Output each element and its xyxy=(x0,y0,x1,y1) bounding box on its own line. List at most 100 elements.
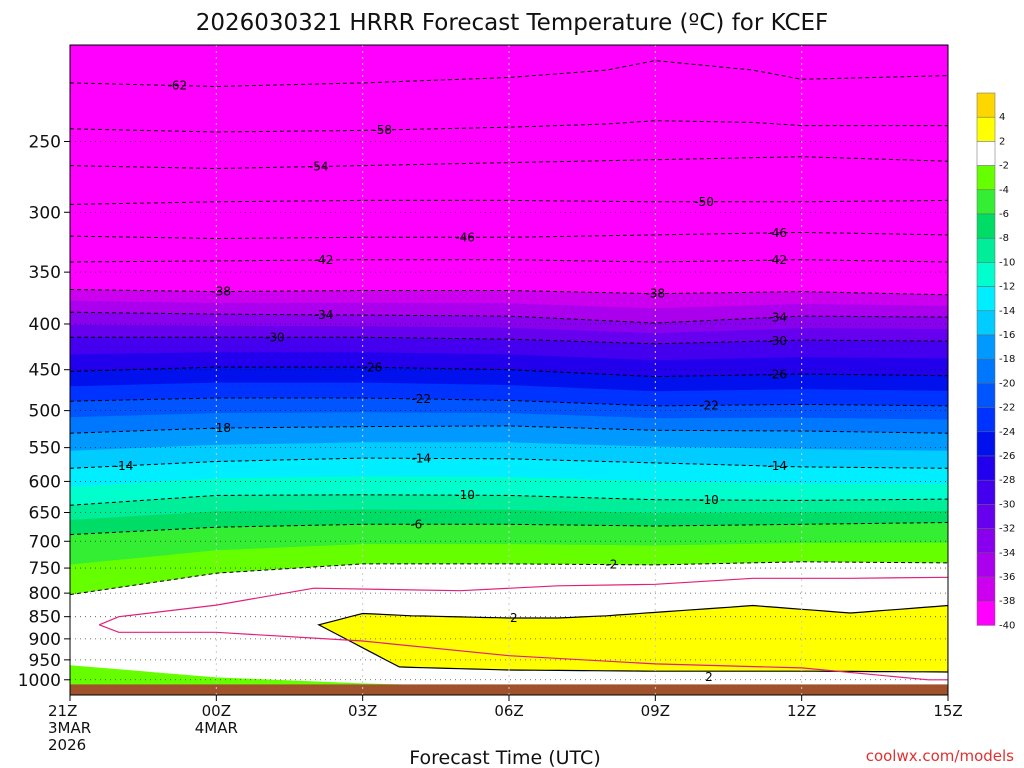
contour-label: -26 xyxy=(363,360,383,374)
colorbar-swatch xyxy=(976,92,996,118)
colorbar-swatch xyxy=(976,286,996,312)
ground-fill xyxy=(70,684,948,695)
colorbar-label: -32 xyxy=(999,524,1015,535)
contour-label: -46 xyxy=(455,230,475,244)
x-tick-label: 4MAR xyxy=(195,719,238,737)
isotherm-line xyxy=(70,336,948,345)
colorbar-swatch xyxy=(976,165,996,191)
y-tick-label: 250 xyxy=(29,132,61,152)
contour-label: -18 xyxy=(211,421,231,435)
colorbar-swatch xyxy=(976,213,996,239)
contour-label: -22 xyxy=(699,398,719,412)
y-tick-label: 600 xyxy=(29,472,61,492)
isotherm-line xyxy=(70,120,948,133)
colorbar-swatch xyxy=(976,310,996,336)
y-axis: 2503003504004505005506006507007508008509… xyxy=(18,132,70,691)
grid xyxy=(70,45,948,695)
isotherm-labels: -62-58-54-50-46 -46-42 -42-38 -38-34 -34-30-… xyxy=(114,79,787,684)
colorbar-label: -10 xyxy=(999,257,1015,268)
contour-label: -22 xyxy=(411,392,431,406)
y-tick-label: 400 xyxy=(29,315,61,335)
y-tick-label: 550 xyxy=(29,439,61,459)
isotherm-line xyxy=(70,60,948,88)
colorbar-swatch xyxy=(976,262,996,287)
contour-label: -6 xyxy=(410,517,422,531)
freezing-line-lower xyxy=(99,624,948,681)
credit-text: coolwx.com/models xyxy=(866,747,1014,765)
colorbar-label: -36 xyxy=(999,572,1015,583)
colorbar-label: -18 xyxy=(999,354,1015,365)
y-tick-label: 900 xyxy=(29,630,61,650)
contour-label: -34 xyxy=(767,310,787,324)
colorbar-label: -2 xyxy=(999,161,1009,172)
colorbar-label: -40 xyxy=(999,620,1015,631)
colorbar-swatch xyxy=(976,479,996,505)
contour-label: -50 xyxy=(694,195,714,209)
isotherm-line xyxy=(70,366,948,378)
contour-label: -14 xyxy=(114,459,134,473)
contour-label: -30 xyxy=(767,334,787,348)
isotherm-line xyxy=(70,561,948,596)
y-tick-label: 950 xyxy=(29,651,61,671)
x-tick-label: 21Z xyxy=(48,702,77,720)
temperature-fill-bands xyxy=(70,45,948,695)
contour-label: -58 xyxy=(372,123,392,137)
y-tick-label: 500 xyxy=(29,402,61,422)
isotherm-line xyxy=(70,397,948,407)
contour-label: -34 xyxy=(314,308,334,322)
isotherm-line xyxy=(70,425,948,434)
colorbar-label: -14 xyxy=(999,306,1015,317)
isotherm-line xyxy=(70,289,948,296)
contour-label: -14 xyxy=(767,459,787,473)
x-tick-label: 12Z xyxy=(787,702,816,720)
colorbar-swatch xyxy=(976,528,996,554)
colorbar-label: -22 xyxy=(999,403,1015,414)
colorbar: 4 2 -2 -4 -6 -8 -10 -12 -14 -16 -18 -20 -22 -24 -26 -28… xyxy=(976,92,1015,631)
contour-label: -10 xyxy=(699,493,719,507)
x-tick-label: 15Z xyxy=(933,702,962,720)
x-tick-label: 00Z xyxy=(202,702,231,720)
colorbar-label: -20 xyxy=(999,378,1015,389)
contour-label: -62 xyxy=(168,79,188,93)
colorbar-swatch xyxy=(976,576,996,602)
colorbar-label: -26 xyxy=(999,451,1015,462)
contour-label: -46 xyxy=(767,226,787,240)
y-tick-label: 750 xyxy=(29,559,61,579)
colorbar-swatch xyxy=(976,141,996,166)
colorbar-label: -12 xyxy=(999,282,1015,293)
y-tick-label: 1000 xyxy=(18,671,61,691)
isotherm-line xyxy=(70,231,948,240)
y-tick-label: 650 xyxy=(29,503,61,523)
isotherm-line xyxy=(70,199,948,205)
x-tick-label: 3MAR xyxy=(48,719,91,737)
contour-label: -26 xyxy=(767,367,787,381)
colorbar-swatch xyxy=(976,358,996,384)
colorbar-swatch xyxy=(976,504,996,529)
freezing-line-upper xyxy=(99,576,948,626)
isotherm-line xyxy=(70,259,948,263)
y-tick-label: 700 xyxy=(29,532,61,552)
y-tick-label: 350 xyxy=(29,263,61,283)
colorbar-swatch xyxy=(976,237,996,263)
colorbar-label: -30 xyxy=(999,499,1015,510)
isotherm-line xyxy=(70,522,948,536)
colorbar-swatch xyxy=(976,552,996,578)
colorbar-swatch xyxy=(976,600,996,626)
contour-label: 2 xyxy=(705,670,713,684)
contour-label: -30 xyxy=(265,330,285,344)
colorbar-swatch xyxy=(976,431,996,457)
colorbar-swatch xyxy=(976,189,996,215)
colorbar-swatch xyxy=(976,407,996,433)
contour-label: -38 xyxy=(211,285,231,299)
x-axis-title: Forecast Time (UTC) xyxy=(409,747,600,768)
colorbar-label: -24 xyxy=(999,427,1015,438)
x-tick-label: 2026 xyxy=(48,736,86,754)
colorbar-label: -34 xyxy=(999,548,1015,559)
colorbar-swatch xyxy=(976,116,996,142)
colorbar-label: 4 xyxy=(999,112,1005,123)
isotherm-line xyxy=(70,156,948,170)
contour-label: -42 xyxy=(767,253,787,267)
colorbar-label: -28 xyxy=(999,475,1015,486)
